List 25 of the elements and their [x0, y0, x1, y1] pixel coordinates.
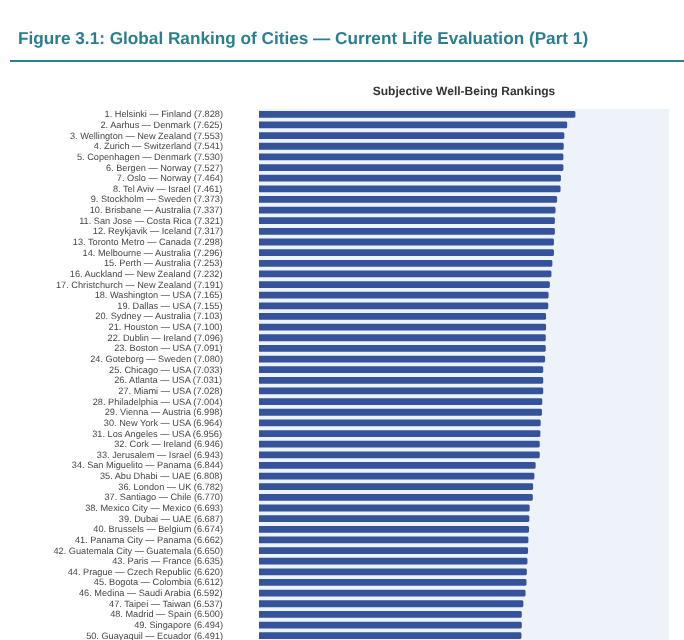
bar	[259, 398, 543, 405]
bar	[259, 515, 530, 523]
bar	[259, 345, 546, 352]
bar	[259, 227, 555, 235]
bar	[259, 483, 534, 491]
bar	[259, 313, 547, 320]
bar	[259, 376, 544, 384]
bar	[259, 493, 533, 501]
bar	[259, 579, 527, 586]
bar	[259, 632, 522, 640]
bar	[259, 611, 522, 618]
chart-title: Figure 3.1: Global Ranking of Cities — Current Life Evaluation (Part 1)	[18, 26, 589, 51]
bar	[259, 462, 536, 469]
bar	[259, 281, 550, 288]
bar	[259, 132, 565, 139]
bar	[259, 217, 555, 225]
bar	[259, 164, 564, 171]
bar	[259, 547, 529, 554]
bar	[259, 196, 558, 203]
bar	[259, 430, 541, 437]
bar	[259, 110, 576, 118]
bar	[259, 366, 544, 374]
bar	[259, 259, 553, 267]
bar	[259, 249, 554, 257]
bar	[259, 525, 530, 533]
